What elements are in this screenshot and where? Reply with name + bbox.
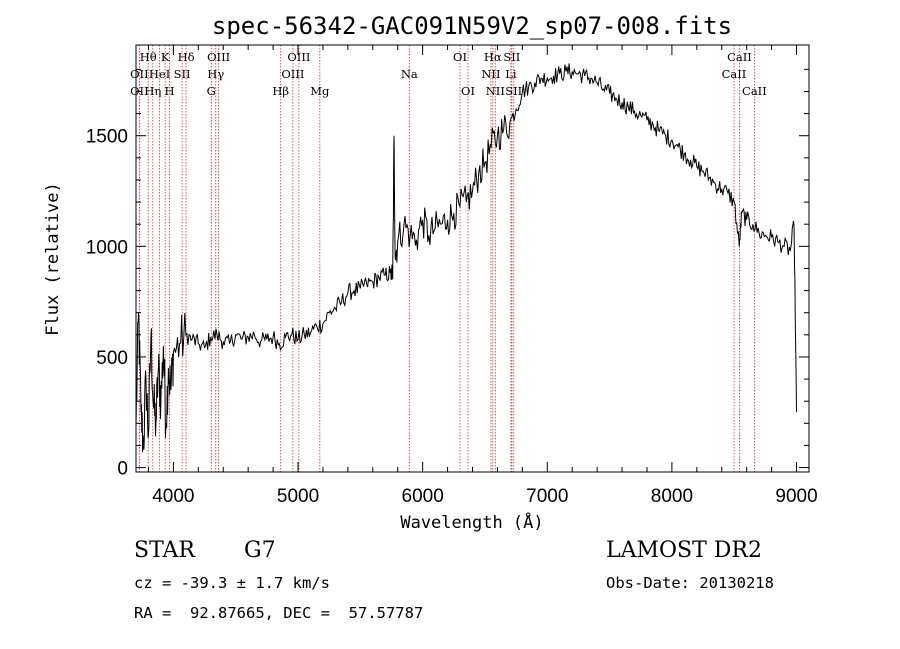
spectral-line-label: Hδ: [178, 50, 195, 64]
sky-coordinates: RA = 92.87665, DEC = 57.57787: [134, 604, 424, 622]
spectral-line-label: OIII: [287, 50, 310, 64]
spectral-line-label: SII: [174, 67, 191, 81]
plot-frame: [135, 44, 810, 473]
spectral-line-label: Hγ: [207, 67, 224, 81]
spectral-line-label: NII: [481, 67, 500, 81]
spectral-line-label: Hα: [484, 50, 502, 64]
spectral-line-label: H: [165, 84, 175, 98]
y-tick-label: 500: [96, 348, 128, 369]
survey-name: LAMOST DR2: [606, 538, 762, 563]
y-axis-ticks: 0 500 1000 1500: [86, 68, 809, 480]
spectral-line-label: G: [207, 84, 216, 98]
spectral-line-label: Hθ: [140, 50, 157, 64]
x-tick-label: 9000: [775, 486, 817, 507]
y-tick-label: 1000: [86, 237, 128, 258]
x-tick-label: 8000: [651, 486, 693, 507]
spectral-line-label: NII: [486, 84, 505, 98]
spectral-line-label: OIII: [207, 50, 230, 64]
observation-date: Obs-Date: 20130218: [606, 574, 774, 592]
x-tick-label: 6000: [402, 486, 444, 507]
x-tick-label: 5000: [277, 486, 319, 507]
spectrum-line: [135, 63, 797, 453]
spectral-line-label: SII: [505, 84, 522, 98]
spectral-line-label: Hβ: [272, 84, 289, 98]
spectral-line-label: OI: [461, 84, 475, 98]
spectral-line-label: Na: [401, 67, 418, 81]
spectral-line-label: CaII: [742, 84, 767, 98]
object-class: STAR: [134, 538, 195, 563]
spectral-line-label: OIII: [281, 67, 304, 81]
spectral-line-label: HeI: [149, 67, 170, 81]
chart-title: spec-56342-GAC091N59V2_sp07-008.fits: [212, 12, 732, 40]
spectral-line-label: CaII: [727, 50, 752, 64]
spectral-line-label: Hη: [144, 84, 161, 98]
spectral-line-label: OII: [130, 67, 149, 81]
x-tick-label: 7000: [526, 486, 568, 507]
x-axis-label: Wavelength (Å): [400, 511, 543, 533]
spectral-line-label: OI: [453, 50, 467, 64]
spectral-line-label: Li: [505, 67, 517, 81]
spectral-line-label: SII: [503, 50, 520, 64]
y-tick-label: 1500: [86, 127, 128, 148]
object-subclass: G7: [244, 538, 276, 563]
x-tick-label: 4000: [152, 486, 194, 507]
spectral-line-label: Mg: [310, 84, 330, 98]
spectral-line-label: CaII: [722, 67, 747, 81]
y-axis-label: Flux (relative): [43, 182, 63, 336]
y-tick-label: 0: [117, 459, 128, 480]
redshift-velocity: cz = -39.3 ± 1.7 km/s: [134, 574, 330, 592]
x-axis-ticks: 4000 5000 6000 7000 8000 9000: [147, 45, 818, 507]
spectral-line-label: K: [161, 50, 170, 64]
spectral-line-markers: [138, 45, 755, 472]
